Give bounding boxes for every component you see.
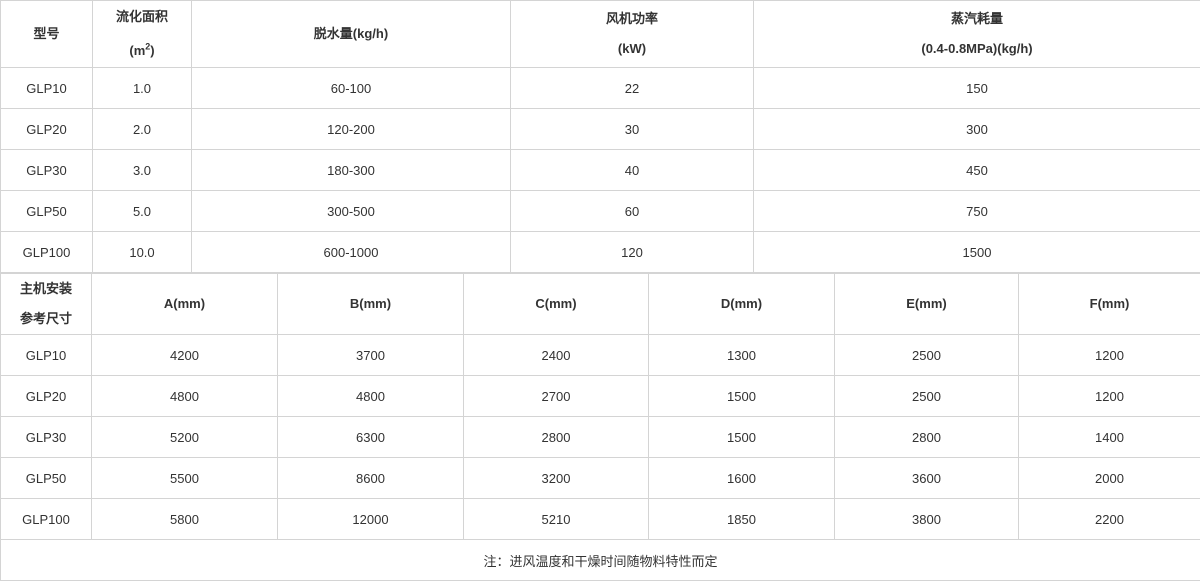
note: 注：进风温度和干燥时间随物料特性而定 [0, 539, 1200, 581]
unit-end: ) [150, 43, 155, 59]
table-row: GLP30 3.0 180-300 40 450 [0, 149, 1200, 191]
table-cell: 120 [510, 231, 754, 273]
table-cell: 1500 [648, 375, 835, 417]
header-f: F(mm) [1018, 272, 1200, 335]
table-cell: 1300 [648, 334, 835, 376]
table-cell: 40 [510, 149, 754, 191]
table-cell: 30 [510, 108, 754, 150]
table-row: GLP50 5500 8600 3200 1600 3600 2000 [0, 457, 1200, 499]
table-cell: 3200 [463, 457, 649, 499]
header-fan-label: 风机功率 [605, 11, 658, 26]
table-row: GLP10 4200 3700 2400 1300 2500 1200 [0, 334, 1200, 376]
header-model: 型号 [0, 0, 93, 68]
table-cell: 1500 [753, 231, 1200, 273]
specs-table: 型号 流化面积 (m2) 脱水量(kg/h) 风机功率 (kW) 蒸汽耗量 (0.4-… [0, 0, 1200, 273]
dimensions-table: 主机安装参考尺寸 A(mm) B(mm) C(mm) D(mm) E(mm) F… [0, 272, 1200, 581]
table-cell: 1850 [648, 498, 835, 540]
table-cell: 6300 [277, 416, 464, 458]
table-cell: 3.0 [92, 149, 192, 191]
table-cell: 1200 [1018, 375, 1200, 417]
header-label-line2: 参考尺寸 [19, 311, 72, 326]
table-cell: 8600 [277, 457, 464, 499]
table-row: GLP10 1.0 60-100 22 150 [0, 67, 1200, 109]
header-row: 型号 流化面积 (m2) 脱水量(kg/h) 风机功率 (kW) 蒸汽耗量 (0.4-… [0, 0, 1200, 68]
unit-sup: 2 [145, 41, 151, 52]
table-cell: 5500 [91, 457, 278, 499]
table-cell: 12000 [277, 498, 464, 540]
table-row: GLP100 10.0 600-1000 120 1500 [0, 231, 1200, 273]
table-cell: 180-300 [191, 149, 511, 191]
table-cell: 10.0 [92, 231, 192, 273]
table-cell: 5.0 [92, 190, 192, 232]
table-cell: 600-1000 [191, 231, 511, 273]
table-row: GLP30 5200 6300 2800 1500 2800 1400 [0, 416, 1200, 458]
table-cell: GLP100 [0, 231, 93, 273]
table-cell: GLP10 [0, 334, 92, 376]
table-cell: 2700 [463, 375, 649, 417]
header-label-line1: 主机安装 [19, 281, 72, 296]
table-cell: 750 [753, 190, 1200, 232]
table-cell: 2500 [834, 334, 1019, 376]
table-cell: 120-200 [191, 108, 511, 150]
table-cell: GLP10 [0, 67, 93, 109]
header-steam-label: 蒸汽耗量 [950, 11, 1003, 26]
header-install-dims: 主机安装 参考尺寸 [0, 272, 92, 335]
table-cell: 4800 [277, 375, 464, 417]
table-cell: 1500 [648, 416, 835, 458]
table-cell: 5210 [463, 498, 649, 540]
table-cell: GLP20 [0, 375, 92, 417]
table-cell: GLP30 [0, 416, 92, 458]
table-cell: 22 [510, 67, 754, 109]
table-cell: 5800 [91, 498, 278, 540]
header-dewater: 脱水量(kg/h) [191, 0, 511, 68]
header-row: 主机安装参考尺寸 A(mm) B(mm) C(mm) D(mm) E(mm) F… [0, 272, 1200, 335]
table-cell: 300-500 [191, 190, 511, 232]
header-fan-unit: (kW) [617, 41, 647, 56]
table-cell: GLP20 [0, 108, 93, 150]
table-cell: 4200 [91, 334, 278, 376]
table-cell: 2.0 [92, 108, 192, 150]
table-cell: 60 [510, 190, 754, 232]
header-b: B(mm) [277, 272, 464, 335]
table-cell: 1.0 [92, 67, 192, 109]
header-area-unit: (m2) [129, 41, 155, 59]
table-cell: GLP30 [0, 149, 93, 191]
header-c: C(mm) [463, 272, 649, 335]
header-a: A(mm) [91, 272, 278, 335]
table-cell: 3700 [277, 334, 464, 376]
header-d: D(mm) [648, 272, 835, 335]
table-cell: 300 [753, 108, 1200, 150]
table-row: GLP100 5800 12000 5210 1850 3800 2200 [0, 498, 1200, 540]
table-cell: 3800 [834, 498, 1019, 540]
table-cell: 4800 [91, 375, 278, 417]
header-steam-unit: (0.4-0.8MPa)(kg/h) [921, 41, 1033, 56]
table-cell: 2000 [1018, 457, 1200, 499]
table-cell: 2800 [834, 416, 1019, 458]
table-cell: GLP50 [0, 457, 92, 499]
table-cell: 150 [753, 67, 1200, 109]
table-row: GLP20 2.0 120-200 30 300 [0, 108, 1200, 150]
note-row: 注：进风温度和干燥时间随物料特性而定 [0, 539, 1200, 581]
table-cell: 2500 [834, 375, 1019, 417]
table-cell: 1200 [1018, 334, 1200, 376]
table-cell: 3600 [834, 457, 1019, 499]
header-e: E(mm) [834, 272, 1019, 335]
table-row: GLP20 4800 4800 2700 1500 2500 1200 [0, 375, 1200, 417]
table-cell: 450 [753, 149, 1200, 191]
header-fan: 风机功率 (kW) [510, 0, 754, 68]
table-cell: 1600 [648, 457, 835, 499]
table-cell: 2800 [463, 416, 649, 458]
table-row: GLP50 5.0 300-500 60 750 [0, 190, 1200, 232]
unit-base: (m [129, 43, 146, 59]
table-cell: 2200 [1018, 498, 1200, 540]
header-steam: 蒸汽耗量 (0.4-0.8MPa)(kg/h) [753, 0, 1200, 68]
table-cell: 1400 [1018, 416, 1200, 458]
header-area-label: 流化面积 [115, 8, 168, 24]
table-cell: 2400 [463, 334, 649, 376]
table-cell: GLP100 [0, 498, 92, 540]
table-cell: 5200 [91, 416, 278, 458]
header-area: 流化面积 (m2) [92, 0, 192, 68]
table-cell: GLP50 [0, 190, 93, 232]
table-cell: 60-100 [191, 67, 511, 109]
